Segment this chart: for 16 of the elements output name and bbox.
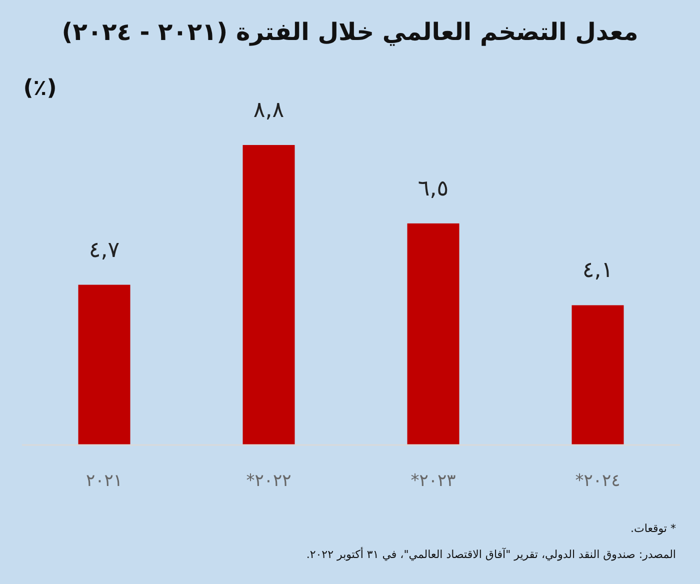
- x-tick-label: ٢٠٢٤*: [575, 471, 620, 491]
- data-label: ٦,٥: [418, 176, 449, 202]
- bar: [407, 223, 460, 445]
- chart-title: معدل التضخم العالمي خلال الفترة (٢٠٢١ - ٢٠٢٤): [62, 18, 638, 46]
- x-tick-label: ٢٠٢١: [86, 471, 123, 491]
- bar: [572, 305, 624, 445]
- bar: [78, 284, 130, 445]
- data-label: ٤,٧: [88, 238, 120, 263]
- bar: [242, 145, 295, 445]
- x-tick-label: ٢٠٢٢*: [246, 471, 292, 491]
- y-axis-title: (٪): [23, 76, 57, 101]
- data-label: ٨,٨: [253, 98, 284, 123]
- text: المصدر: صندوق النقد الدولي، تقرير "آفاق الاقتصاد العالمي"، في ٣١ أكتوبر ٢٠٢٢.: [306, 547, 676, 561]
- text: * توقعات.: [630, 522, 676, 535]
- data-label: ٤,١: [582, 258, 614, 284]
- x-tick-label: ٢٠٢٣*: [410, 471, 456, 491]
